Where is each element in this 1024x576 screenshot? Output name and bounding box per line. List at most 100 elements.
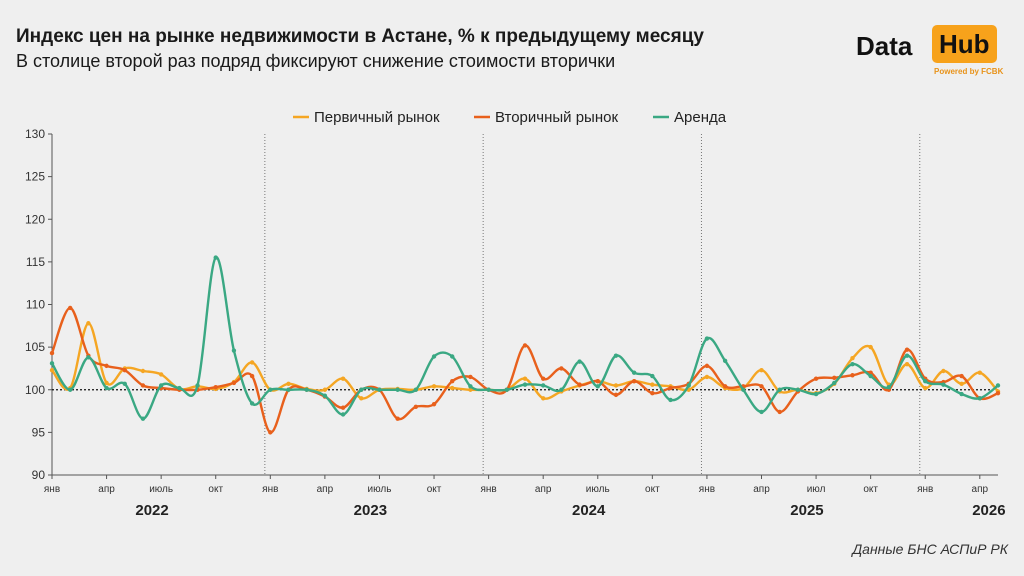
series-point-1 bbox=[759, 367, 764, 373]
series-point-3 bbox=[177, 385, 182, 391]
series-point-2 bbox=[140, 383, 146, 388]
series-point-2 bbox=[759, 384, 764, 389]
series-point-1 bbox=[49, 367, 55, 373]
series-point-3 bbox=[249, 401, 255, 406]
series-point-2 bbox=[122, 367, 127, 373]
legend-label-1: Первичный рынок bbox=[314, 109, 440, 126]
series-point-3 bbox=[577, 359, 582, 364]
series-point-3 bbox=[941, 382, 946, 387]
series-point-2 bbox=[468, 374, 473, 380]
x-tick-label: июль bbox=[149, 484, 173, 495]
series-point-2 bbox=[613, 392, 619, 398]
series-point-3 bbox=[540, 383, 546, 388]
x-tick-label: июль bbox=[586, 484, 610, 495]
series-point-2 bbox=[595, 379, 600, 384]
y-tick-label: 105 bbox=[25, 340, 45, 354]
logo-word-data: Data bbox=[856, 31, 913, 61]
logo-word-hub: Hub bbox=[932, 25, 997, 63]
series-point-2 bbox=[268, 430, 273, 435]
series-point-2 bbox=[522, 343, 528, 348]
chart-subtitle: В столице второй раз подряд фиксируют сн… bbox=[16, 51, 616, 71]
series-point-2 bbox=[995, 390, 1001, 396]
series-point-3 bbox=[668, 397, 673, 403]
series-point-2 bbox=[104, 363, 109, 369]
x-tick-label: апр bbox=[972, 484, 989, 495]
series-point-3 bbox=[923, 379, 928, 384]
series-point-3 bbox=[904, 353, 910, 358]
series-point-2 bbox=[668, 385, 673, 391]
y-tick-label: 130 bbox=[25, 127, 45, 141]
series-point-2 bbox=[431, 402, 437, 407]
x-tick-label: окт bbox=[645, 484, 660, 495]
series-point-3 bbox=[650, 373, 655, 379]
x-tick-label: апр bbox=[753, 484, 770, 495]
series-point-1 bbox=[923, 385, 928, 391]
datahub-logo: Data Hub Powered by FCBK bbox=[854, 25, 1014, 81]
series-point-3 bbox=[286, 387, 291, 392]
series-point-3 bbox=[340, 412, 346, 417]
series-point-1 bbox=[286, 381, 291, 386]
series-point-3 bbox=[322, 393, 328, 398]
series-point-2 bbox=[559, 366, 564, 371]
year-label: 2026 bbox=[972, 502, 1005, 519]
legend-label-2: Вторичный рынок bbox=[495, 109, 618, 126]
x-tick-label: апр bbox=[317, 484, 334, 495]
series-point-1 bbox=[431, 384, 437, 389]
series-point-3 bbox=[832, 380, 837, 386]
year-label: 2022 bbox=[135, 502, 168, 519]
series-point-3 bbox=[868, 373, 873, 379]
series-point-2 bbox=[577, 382, 582, 387]
series-point-3 bbox=[104, 385, 109, 391]
x-tick-label: июль bbox=[368, 484, 392, 495]
data-source-note: Данные БНС АСПиР РК bbox=[852, 541, 1008, 557]
series-point-1 bbox=[359, 396, 364, 401]
series-point-2 bbox=[340, 405, 346, 410]
series-point-2 bbox=[631, 379, 637, 384]
series-point-3 bbox=[195, 383, 200, 388]
y-tick-label: 110 bbox=[26, 298, 45, 312]
series-point-3 bbox=[886, 384, 892, 390]
legend-label-3: Аренда bbox=[674, 109, 727, 126]
y-tick-label: 90 bbox=[32, 468, 46, 482]
series-point-3 bbox=[813, 391, 819, 397]
series-point-1 bbox=[104, 380, 109, 386]
y-tick-label: 120 bbox=[25, 212, 45, 226]
series-point-1 bbox=[704, 374, 710, 380]
series-point-1 bbox=[322, 387, 328, 392]
y-tick-label: 125 bbox=[25, 170, 45, 184]
series-point-3 bbox=[977, 396, 983, 401]
series-point-1 bbox=[450, 385, 455, 391]
series-point-3 bbox=[522, 382, 528, 387]
series-point-3 bbox=[413, 387, 419, 392]
series-point-3 bbox=[304, 387, 309, 392]
series-point-1 bbox=[959, 381, 964, 386]
series-point-1 bbox=[86, 321, 91, 326]
series-point-3 bbox=[741, 387, 746, 392]
series-point-3 bbox=[686, 383, 691, 388]
year-label: 2023 bbox=[354, 502, 387, 519]
series-point-3 bbox=[395, 387, 400, 392]
series-point-1 bbox=[650, 382, 655, 387]
x-tick-label: окт bbox=[863, 484, 878, 495]
series-point-3 bbox=[722, 358, 728, 363]
y-tick-label: 115 bbox=[26, 255, 45, 269]
series-point-3 bbox=[704, 336, 710, 341]
y-tick-label: 100 bbox=[25, 383, 45, 397]
series-point-3 bbox=[122, 381, 127, 386]
series-point-1 bbox=[158, 372, 164, 377]
series-point-2 bbox=[213, 384, 218, 390]
series-point-3 bbox=[450, 354, 455, 359]
logo-powered-by: Powered by FCBK bbox=[934, 67, 1004, 76]
year-label: 2025 bbox=[790, 502, 823, 519]
x-tick-label: июл bbox=[807, 484, 826, 495]
series-point-3 bbox=[140, 416, 146, 421]
series-point-2 bbox=[231, 380, 237, 386]
series-point-1 bbox=[540, 396, 546, 401]
series-point-3 bbox=[504, 387, 510, 392]
series-point-3 bbox=[559, 387, 564, 392]
series-point-1 bbox=[868, 344, 873, 350]
series-point-3 bbox=[359, 387, 364, 392]
series-point-2 bbox=[395, 416, 400, 421]
series-point-3 bbox=[213, 255, 218, 260]
